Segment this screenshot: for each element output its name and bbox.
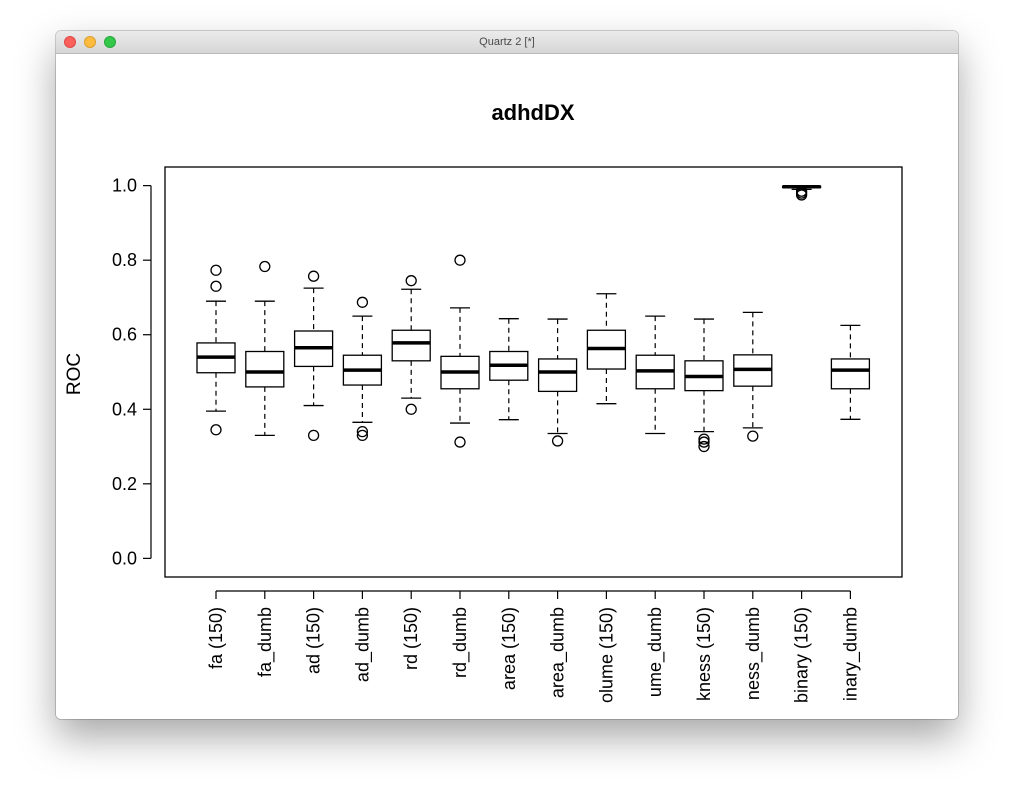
y-tick-label: 1.0 — [112, 176, 137, 196]
box-10 — [635, 315, 675, 435]
x-tick-label: rd_dumb — [450, 607, 471, 678]
box-2 — [245, 260, 285, 437]
box-5 — [391, 275, 431, 415]
outlier-point — [356, 429, 369, 442]
close-button[interactable] — [64, 36, 76, 48]
box-body — [245, 350, 285, 388]
outlier-point — [698, 433, 710, 445]
y-axis: 0.0 0.2 0.4 0.6 0.8 1.0 — [112, 176, 152, 568]
outlier-point — [356, 296, 369, 308]
plot-area: adhdDX ROC 0.0 0.2 0.4 0.6 0.8 1.0 fa (150) fa… — [56, 54, 958, 719]
zoom-button[interactable] — [104, 36, 116, 48]
x-tick-label: area (150) — [499, 607, 519, 690]
box-12 — [733, 311, 773, 442]
x-tick-label: rd (150) — [401, 607, 421, 670]
outlier-point — [405, 275, 417, 287]
x-tick-label: area_dumb — [548, 607, 569, 698]
title-bar[interactable]: Quartz 2 [*] — [56, 31, 958, 54]
outlier-point — [698, 440, 710, 453]
x-tick-label: ness_dumb — [743, 607, 764, 700]
box-14 — [830, 324, 871, 420]
box-13 — [781, 185, 822, 201]
box-body — [830, 358, 871, 390]
x-axis: fa (150) fa_dumb ad (150) ad_dumb rd (150) rd… — [206, 590, 861, 703]
outlier-point — [698, 436, 710, 448]
box-6 — [440, 254, 480, 448]
outlier-point — [551, 435, 564, 447]
y-tick-label: 0.2 — [112, 474, 137, 494]
box-3 — [293, 270, 334, 442]
x-tick-label: olume (150) — [596, 607, 616, 703]
y-tick-label: 0.0 — [112, 548, 137, 568]
x-tick-label: binary (150) — [792, 607, 812, 703]
x-tick-label: ad_dumb — [352, 607, 373, 682]
box-1 — [196, 264, 236, 436]
box-11 — [684, 318, 724, 453]
outlier-point — [210, 280, 222, 292]
box-series — [196, 185, 871, 453]
box-8 — [537, 318, 578, 447]
x-tick-label: fa_dumb — [255, 607, 276, 677]
outlier-point — [210, 424, 222, 436]
outlier-point — [259, 260, 271, 273]
x-tick-label: kness (150) — [694, 607, 714, 701]
plot-frame — [164, 166, 903, 578]
minimize-button[interactable] — [84, 36, 96, 48]
x-tick-label: inary_dumb — [840, 607, 861, 701]
y-tick-label: 0.4 — [112, 399, 137, 419]
chart-title: adhdDX — [491, 100, 574, 125]
window-title: Quartz 2 [*] — [479, 36, 535, 48]
boxplot-chart: adhdDX ROC 0.00.20.40.60.81.0 fa (150) fa… — [64, 100, 903, 703]
outlier-point — [356, 425, 369, 438]
outlier-point — [454, 436, 466, 448]
box-9 — [586, 293, 627, 405]
outlier-point — [454, 254, 466, 266]
y-tick-label: 0.6 — [112, 325, 137, 345]
outlier-point — [795, 185, 808, 197]
outlier-point — [747, 430, 759, 442]
x-tick-label: ad (150) — [304, 607, 324, 674]
box-7 — [489, 318, 529, 421]
y-axis-label: ROC — [64, 353, 85, 395]
outlier-point — [307, 270, 320, 282]
x-tick-label: ume_dumb — [645, 607, 666, 697]
outlier-point — [307, 429, 320, 442]
x-tick-label: fa (150) — [206, 607, 226, 669]
y-tick-label: 0.8 — [112, 250, 137, 270]
box-body — [537, 358, 578, 393]
quartz-window: Quartz 2 [*] adhdDX ROC 0.0 0.2 0.4 0.6 0.8 1… — [56, 31, 958, 719]
outlier-point — [405, 403, 417, 415]
outlier-point — [210, 264, 222, 276]
box-body — [391, 329, 431, 362]
box-4 — [342, 296, 383, 442]
